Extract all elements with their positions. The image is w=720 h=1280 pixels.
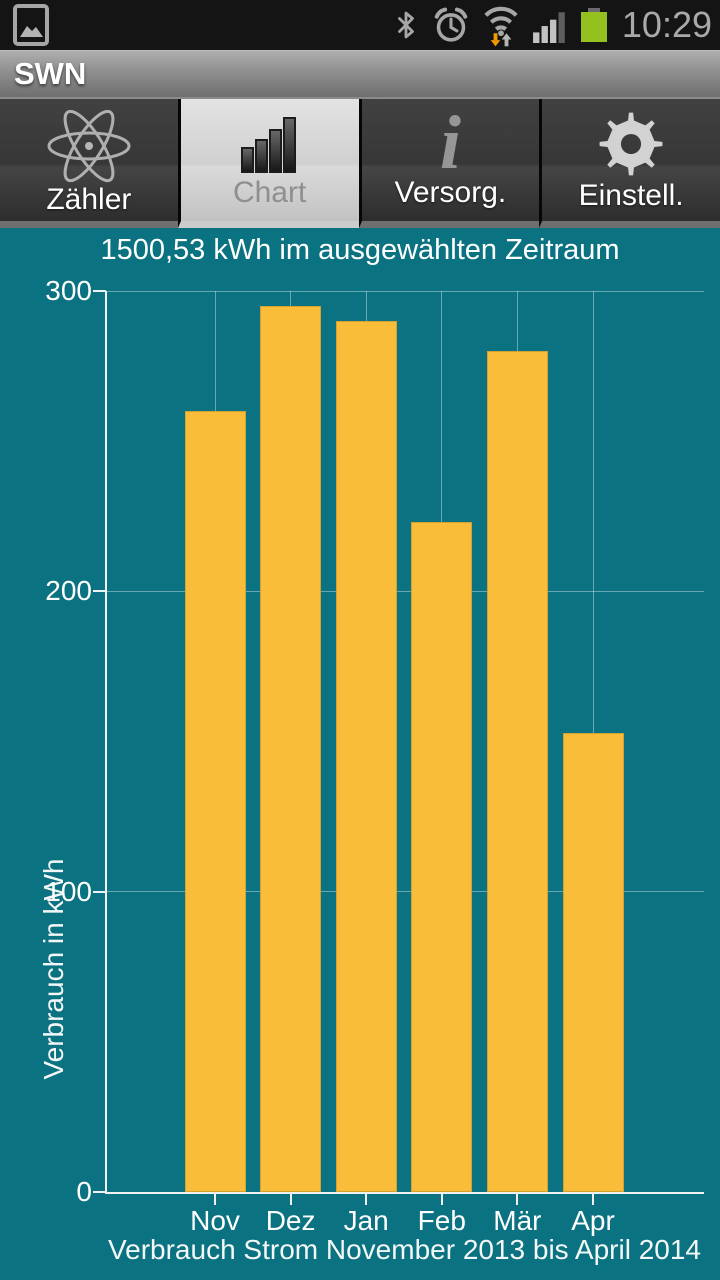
x-tick-label: Nov	[190, 1205, 240, 1236]
tab-versorg[interactable]: i Versorg.	[358, 99, 540, 228]
y-axis-tick	[93, 890, 106, 893]
y-tick-label: 200	[45, 575, 92, 607]
x-tick-label: Jan	[343, 1205, 389, 1236]
y-tick-label: 0	[76, 1176, 92, 1207]
x-axis-tick	[592, 1194, 594, 1205]
x-axis-tick	[365, 1194, 368, 1205]
wifi-data-icon	[484, 6, 518, 47]
status-bar-clock: 10:29	[621, 4, 712, 45]
signal-strength-icon	[532, 12, 565, 43]
bar-feb	[411, 522, 473, 1192]
y-axis-tick	[93, 290, 106, 292]
x-axis-tick	[214, 1194, 216, 1205]
x-tick-label: Dez	[265, 1205, 316, 1236]
info-icon: i	[439, 100, 461, 185]
status-bar-right: 10:29	[393, 3, 720, 47]
gear-icon	[596, 99, 666, 179]
y-axis-tick	[93, 590, 106, 593]
status-bar: 10:29	[0, 0, 720, 50]
bar-dez	[260, 306, 322, 1192]
horizontal-gridline	[107, 290, 704, 292]
y-tick-label: 300	[45, 275, 92, 306]
screenshot-notification-icon	[13, 4, 49, 46]
bar-nov	[184, 411, 246, 1192]
tab-einstell[interactable]: Einstell.	[539, 99, 720, 228]
y-axis-tick	[93, 1191, 106, 1193]
tab-zaehler[interactable]: Zähler	[0, 99, 178, 228]
bar-apr	[562, 732, 624, 1192]
tab-chart[interactable]: Chart	[177, 99, 359, 228]
status-bar-left	[0, 3, 52, 47]
tab-label: Chart	[232, 176, 307, 209]
x-tick-label: Apr	[571, 1205, 615, 1236]
x-tick-label: Feb	[417, 1205, 466, 1236]
y-tick-label: 100	[45, 875, 92, 907]
battery-icon	[580, 8, 607, 42]
tab-label: Einstell.	[578, 179, 684, 212]
chart-area: 1500,53 kWh im ausgewählten Zeitraum Ver…	[0, 228, 720, 1280]
alarm-icon	[434, 7, 468, 42]
bar-jan	[335, 321, 397, 1192]
x-axis-tick	[440, 1194, 443, 1205]
bar-chart-icon	[237, 99, 303, 176]
x-axis-tick	[516, 1194, 519, 1205]
app-title-bar: SWN	[0, 50, 720, 97]
horizontal-gridline	[107, 891, 704, 893]
x-tick-label: Mär	[493, 1205, 542, 1236]
upload-arrow-icon	[501, 33, 512, 47]
bar-mär	[486, 351, 548, 1192]
download-arrow-icon	[490, 33, 501, 47]
app-title: SWN	[14, 56, 87, 91]
bluetooth-icon	[397, 11, 414, 39]
x-axis-caption: Verbrauch Strom November 2013 bis April …	[108, 1234, 701, 1265]
chart-title: 1500,53 kWh im ausgewählten Zeitraum	[100, 234, 620, 266]
atom-icon	[39, 99, 139, 183]
tab-label: Zähler	[46, 183, 132, 216]
x-axis-tick	[289, 1194, 292, 1205]
tab-label: Versorg.	[394, 176, 507, 209]
horizontal-gridline	[107, 590, 704, 592]
tab-bar: Zähler Chart	[0, 97, 720, 228]
plot-area	[105, 290, 704, 1194]
